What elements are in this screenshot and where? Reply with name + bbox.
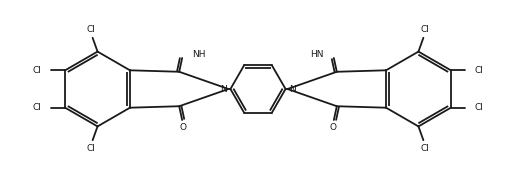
Text: O: O — [329, 123, 336, 132]
Text: Cl: Cl — [33, 66, 41, 75]
Text: Cl: Cl — [475, 103, 483, 112]
Text: NH: NH — [192, 49, 205, 59]
Text: N: N — [220, 85, 227, 93]
Text: Cl: Cl — [421, 25, 430, 34]
Text: N: N — [289, 85, 296, 93]
Text: HN: HN — [311, 49, 324, 59]
Text: Cl: Cl — [86, 144, 95, 153]
Text: Cl: Cl — [421, 144, 430, 153]
Text: Cl: Cl — [86, 25, 95, 34]
Text: O: O — [180, 123, 187, 132]
Text: Cl: Cl — [33, 103, 41, 112]
Text: Cl: Cl — [475, 66, 483, 75]
